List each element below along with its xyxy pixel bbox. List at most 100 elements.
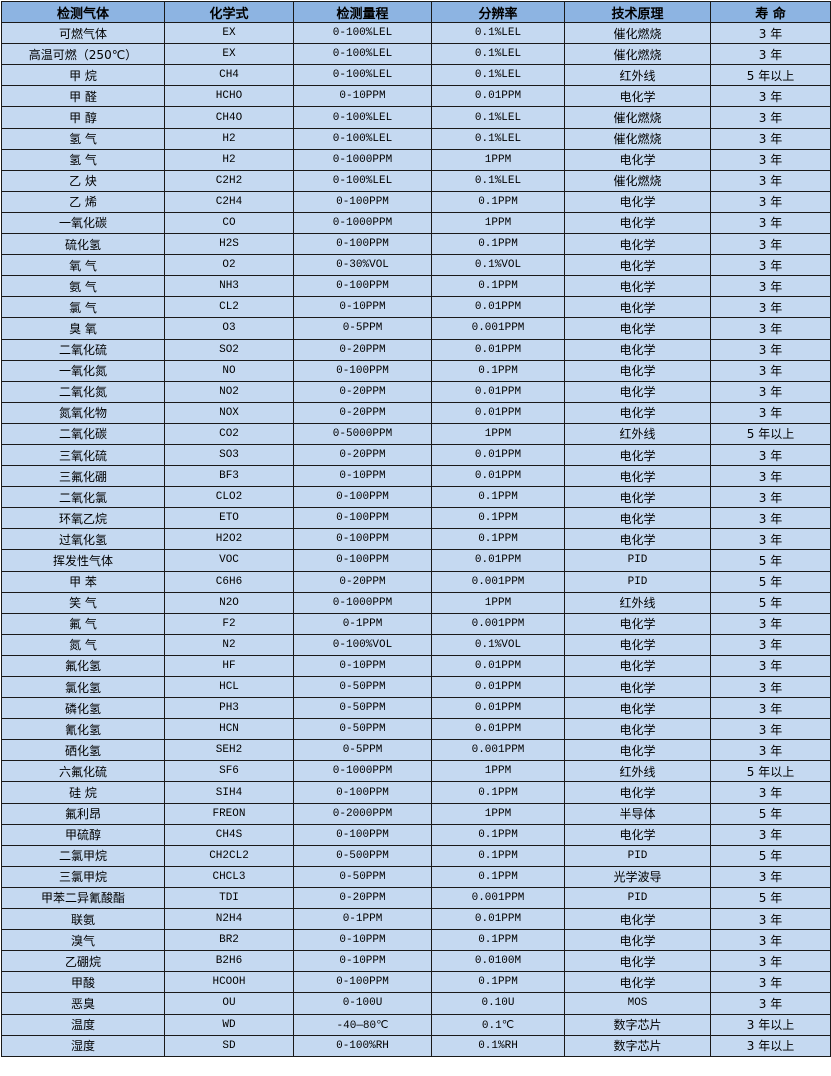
cell-resolution: 0.10U — [431, 992, 565, 1015]
cell-detection-range: 0-500PPM — [293, 844, 432, 867]
cell-chemical-formula: H2 — [164, 148, 294, 171]
table-row: 硅 烷 SIH4 0-100PPM 0.1PPM 电化学 3 年 — [1, 781, 831, 804]
cell-resolution: 0.001PPM — [431, 570, 565, 593]
cell-technology: 电化学 — [564, 612, 711, 635]
cell-gas-name: 乙 烯 — [1, 190, 165, 213]
cell-technology: 电化学 — [564, 654, 711, 678]
cell-resolution: 0.01PPM — [431, 401, 565, 424]
cell-gas-name: 过氧化氢 — [1, 528, 165, 551]
table-row: 高温可燃（250℃） EX 0-100%LEL 0.1%LEL 催化燃烧 3 年 — [1, 43, 831, 66]
cell-lifespan: 3 年以上 — [710, 1013, 831, 1036]
cell-lifespan: 3 年 — [710, 127, 831, 150]
cell-lifespan: 3 年 — [710, 275, 831, 298]
cell-chemical-formula: F2 — [164, 612, 294, 635]
cell-technology: 催化燃烧 — [564, 106, 711, 129]
cell-gas-name: 笑 气 — [1, 591, 165, 614]
cell-detection-range: 0-100%LEL — [293, 127, 432, 150]
cell-gas-name: 溴气 — [1, 929, 165, 952]
cell-gas-name: 硒化氢 — [1, 739, 165, 762]
cell-detection-range: 0-50PPM — [293, 718, 432, 741]
cell-lifespan: 3 年 — [710, 675, 831, 699]
cell-detection-range: 0-1000PPM — [293, 760, 432, 783]
cell-gas-name: 甲硫醇 — [1, 823, 165, 846]
table-row: 氰化氢 HCN 0-50PPM 0.01PPM 电化学 3 年 — [1, 718, 831, 741]
cell-resolution: 1PPM — [431, 422, 565, 445]
cell-detection-range: 0-100PPM — [293, 971, 432, 994]
cell-technology: 电化学 — [564, 486, 711, 509]
cell-resolution: 0.01PPM — [431, 675, 565, 699]
cell-resolution: 0.001PPM — [431, 317, 565, 340]
cell-technology: 催化燃烧 — [564, 169, 711, 192]
cell-resolution: 0.1PPM — [431, 190, 565, 213]
cell-chemical-formula: B2H6 — [164, 950, 294, 973]
cell-technology: 电化学 — [564, 633, 711, 656]
table-row: 二氧化碳 CO2 0-5000PPM 1PPM 红外线 5 年以上 — [1, 422, 831, 445]
cell-resolution: 0.1PPM — [431, 359, 565, 382]
cell-lifespan: 3 年 — [710, 317, 831, 340]
cell-detection-range: 0-10PPM — [293, 654, 432, 678]
cell-gas-name: 甲 醇 — [1, 106, 165, 129]
cell-detection-range: 0-1000PPM — [293, 591, 432, 614]
cell-lifespan: 3 年 — [710, 211, 831, 235]
cell-technology: 电化学 — [564, 317, 711, 340]
cell-detection-range: 0-5000PPM — [293, 422, 432, 445]
cell-resolution: 0.1%RH — [431, 1034, 565, 1057]
cell-resolution: 0.01PPM — [431, 908, 565, 931]
cell-resolution: 0.1%VOL — [431, 633, 565, 656]
cell-chemical-formula: HF — [164, 654, 294, 678]
cell-detection-range: 0-100U — [293, 992, 432, 1015]
cell-gas-name: 氰化氢 — [1, 718, 165, 741]
cell-detection-range: -40—80℃ — [293, 1013, 432, 1036]
cell-resolution: 1PPM — [431, 148, 565, 171]
cell-resolution: 0.01PPM — [431, 697, 565, 720]
cell-detection-range: 0-100PPM — [293, 275, 432, 298]
cell-technology: 电化学 — [564, 781, 711, 804]
cell-chemical-formula: C2H4 — [164, 190, 294, 213]
cell-technology: 数字芯片 — [564, 1013, 711, 1036]
cell-lifespan: 3 年 — [710, 507, 831, 530]
cell-lifespan: 3 年 — [710, 254, 831, 277]
cell-lifespan: 3 年 — [710, 148, 831, 171]
cell-detection-range: 0-10PPM — [293, 950, 432, 973]
cell-chemical-formula: O2 — [164, 254, 294, 277]
cell-gas-name: 乙硼烷 — [1, 950, 165, 973]
cell-technology: 电化学 — [564, 338, 711, 361]
cell-detection-range: 0-100%RH — [293, 1034, 432, 1057]
cell-lifespan: 3 年 — [710, 950, 831, 973]
cell-lifespan: 3 年以上 — [710, 1034, 831, 1057]
table-row: 氢 气 H2 0-100%LEL 0.1%LEL 催化燃烧 3 年 — [1, 127, 831, 150]
cell-resolution: 0.01PPM — [431, 443, 565, 467]
cell-lifespan: 3 年 — [710, 633, 831, 656]
cell-detection-range: 0-20PPM — [293, 380, 432, 403]
cell-chemical-formula: C6H6 — [164, 570, 294, 593]
cell-technology: PID — [564, 549, 711, 572]
cell-resolution: 0.01PPM — [431, 338, 565, 361]
table-row: 磷化氢 PH3 0-50PPM 0.01PPM 电化学 3 年 — [1, 697, 831, 720]
cell-resolution: 0.1PPM — [431, 486, 565, 509]
header-detection-range: 检测量程 — [293, 0, 432, 24]
cell-detection-range: 0-5PPM — [293, 739, 432, 762]
cell-resolution: 0.001PPM — [431, 886, 565, 910]
cell-technology: 电化学 — [564, 85, 711, 108]
cell-gas-name: 氟化氢 — [1, 654, 165, 678]
table-row: 甲 醛 HCHO 0-10PPM 0.01PPM 电化学 3 年 — [1, 85, 831, 108]
cell-detection-range: 0-100PPM — [293, 528, 432, 551]
cell-lifespan: 3 年 — [710, 169, 831, 192]
cell-chemical-formula: H2O2 — [164, 528, 294, 551]
cell-chemical-formula: CO — [164, 211, 294, 235]
cell-resolution: 0.1%LEL — [431, 127, 565, 150]
cell-chemical-formula: SO2 — [164, 338, 294, 361]
table-row: 氟 气 F2 0-1PPM 0.001PPM 电化学 3 年 — [1, 612, 831, 635]
cell-gas-name: 三氟化硼 — [1, 465, 165, 488]
table-row: 甲苯二异氰酸酯 TDI 0-20PPM 0.001PPM PID 5 年 — [1, 886, 831, 910]
cell-detection-range: 0-100PPM — [293, 359, 432, 382]
cell-resolution: 0.01PPM — [431, 465, 565, 488]
cell-lifespan: 3 年 — [710, 865, 831, 888]
cell-detection-range: 0-100%LEL — [293, 22, 432, 45]
table-row: 氯 气 CL2 0-10PPM 0.01PPM 电化学 3 年 — [1, 296, 831, 319]
cell-chemical-formula: H2S — [164, 233, 294, 256]
cell-resolution: 0.1℃ — [431, 1013, 565, 1036]
cell-technology: 电化学 — [564, 233, 711, 256]
cell-gas-name: 一氧化氮 — [1, 359, 165, 382]
cell-resolution: 0.1%LEL — [431, 106, 565, 129]
